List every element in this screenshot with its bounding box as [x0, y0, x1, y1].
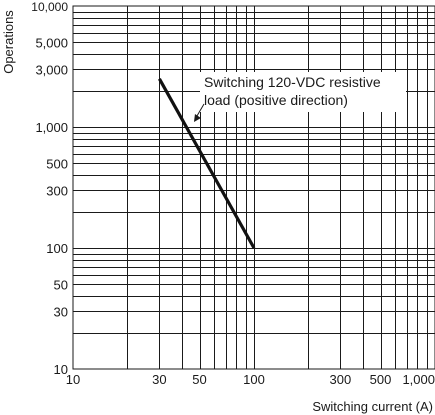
- y-tick-label: 5,000: [35, 35, 68, 50]
- y-tick-label: 10: [54, 362, 68, 377]
- y-tick-label: 100: [46, 241, 68, 256]
- annotation-line-1: Switching 120-VDC resistive: [204, 74, 381, 90]
- chart-grid: [73, 6, 435, 369]
- y-tick-label: 1,000: [35, 120, 68, 135]
- y-tick-label: 300: [46, 183, 68, 198]
- x-axis-label: Switching current (A): [312, 399, 433, 414]
- x-tick-label: 30: [152, 372, 166, 387]
- annotation-background: [200, 72, 406, 112]
- annotation-line-2: load (positive direction): [204, 92, 348, 108]
- x-tick-label: 100: [243, 372, 265, 387]
- x-tick-label: 10: [66, 372, 80, 387]
- y-tick-label: 30: [54, 304, 68, 319]
- x-tick-label: 300: [330, 372, 352, 387]
- y-tick-label: 50: [54, 277, 68, 292]
- chart-series: [158, 78, 256, 249]
- annotation-arrowhead: [193, 114, 201, 122]
- y-axis-label: Operations: [1, 10, 16, 74]
- plot-frame: [72, 5, 435, 370]
- y-tick-label: 10,000: [31, 0, 68, 14]
- x-tick-label: 500: [370, 372, 392, 387]
- tick-labels: 10 30 50 100 300 500 1,000 3,000 5,000 10,000 10 30…: [31, 0, 435, 387]
- x-tick-label: 50: [192, 372, 206, 387]
- y-tick-label: 3,000: [35, 62, 68, 77]
- y-tick-label: 500: [46, 156, 68, 171]
- annotation-leader-line: [196, 103, 205, 117]
- series-line: [158, 78, 256, 249]
- x-tick-label: 1,000: [402, 372, 435, 387]
